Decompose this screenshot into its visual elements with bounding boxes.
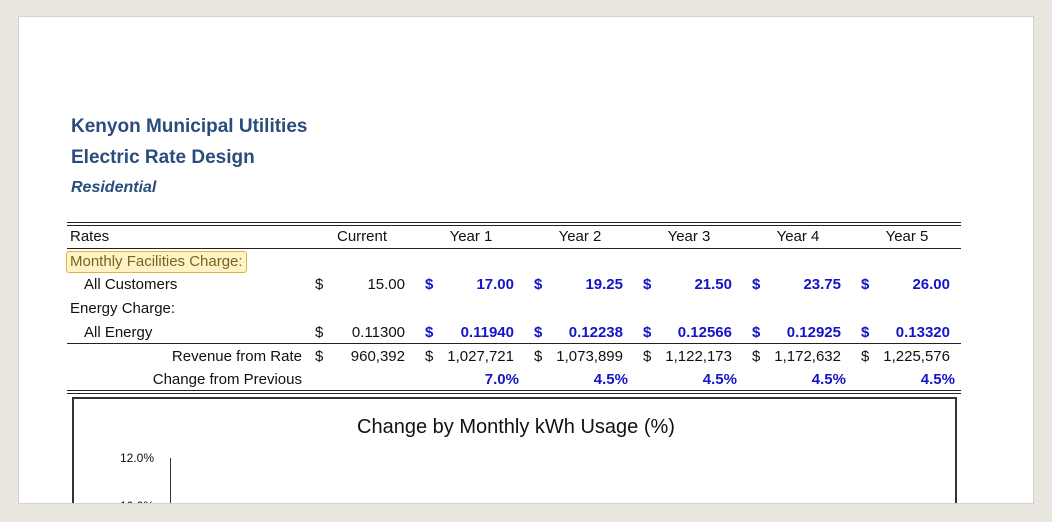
cell-value: 0.12238: [568, 324, 623, 341]
currency-sign: $: [534, 324, 543, 341]
column-header: Year 1: [449, 228, 493, 245]
row-label: All Customers: [84, 276, 178, 293]
cell-value: 1,073,899: [556, 348, 623, 365]
currency-sign: $: [425, 324, 434, 341]
currency-sign: $: [861, 348, 870, 365]
currency-sign: $: [315, 276, 324, 293]
rule: [67, 248, 961, 249]
currency-sign: $: [643, 348, 652, 365]
chart-title: Change by Monthly kWh Usage (%): [357, 416, 675, 438]
rule: [67, 343, 961, 344]
currency-sign: $: [534, 348, 543, 365]
currency-sign: $: [861, 324, 870, 341]
currency-sign: $: [643, 324, 652, 341]
sheet: Kenyon Municipal Utilities Electric Rate…: [18, 16, 1034, 504]
row-label: Energy Charge:: [70, 300, 176, 317]
column-header: Year 4: [776, 228, 820, 245]
column-header: Current: [336, 228, 388, 245]
cell-value: 4.5%: [702, 371, 737, 388]
currency-sign: $: [752, 348, 761, 365]
chart-frame: [72, 397, 957, 503]
cell-value: 26.00: [912, 276, 950, 293]
cell-value: 17.00: [476, 276, 514, 293]
cell-value: 4.5%: [593, 371, 628, 388]
currency-sign: $: [425, 276, 434, 293]
cell-value: 19.25: [585, 276, 623, 293]
cell-value: 1,027,721: [447, 348, 514, 365]
rule: [67, 225, 961, 226]
currency-sign: $: [643, 276, 652, 293]
rule: [67, 222, 961, 223]
cell-value: 1,225,576: [883, 348, 950, 365]
cell-value: 960,392: [350, 348, 405, 365]
cell-value: 4.5%: [920, 371, 955, 388]
currency-sign: $: [315, 324, 324, 341]
currency-sign: $: [315, 348, 324, 365]
row-label: Change from Previous: [152, 371, 302, 388]
y-axis: [170, 458, 171, 503]
currency-sign: $: [752, 276, 761, 293]
row-label: Revenue from Rate: [171, 348, 302, 365]
column-header: Year 2: [558, 228, 602, 245]
currency-sign: $: [861, 276, 870, 293]
cell-value: 0.12566: [677, 324, 732, 341]
cell-value: 23.75: [803, 276, 841, 293]
cell-value: 0.11940: [460, 324, 514, 341]
section: Residential: [71, 179, 157, 196]
currency-sign: $: [752, 324, 761, 341]
cell-value: 7.0%: [484, 371, 519, 388]
cell-value: 1,122,173: [665, 348, 732, 365]
column-header: Year 3: [667, 228, 711, 245]
title: Kenyon Municipal Utilities: [71, 116, 308, 137]
y-tick-label: 10.0%: [120, 497, 154, 503]
cell-value: 4.5%: [811, 371, 846, 388]
cell-value: 0.11300: [351, 324, 405, 341]
currency-sign: $: [534, 276, 543, 293]
column-header: Year 5: [885, 228, 929, 245]
cell-value: 21.50: [694, 276, 732, 293]
column-header: Rates: [70, 228, 110, 245]
subtitle: Electric Rate Design: [71, 147, 255, 168]
cell-value: 0.12925: [786, 324, 841, 341]
cell-value: 0.13320: [895, 324, 950, 341]
y-tick-label: 12.0%: [119, 451, 154, 465]
currency-sign: $: [425, 348, 434, 365]
rule: [67, 390, 961, 391]
cell-value: 1,172,632: [774, 348, 841, 365]
cell-value: 15.00: [367, 276, 405, 293]
row-label: All Energy: [84, 324, 153, 341]
rule: [67, 393, 961, 394]
row-label[interactable]: Monthly Facilities Charge:: [66, 251, 247, 273]
